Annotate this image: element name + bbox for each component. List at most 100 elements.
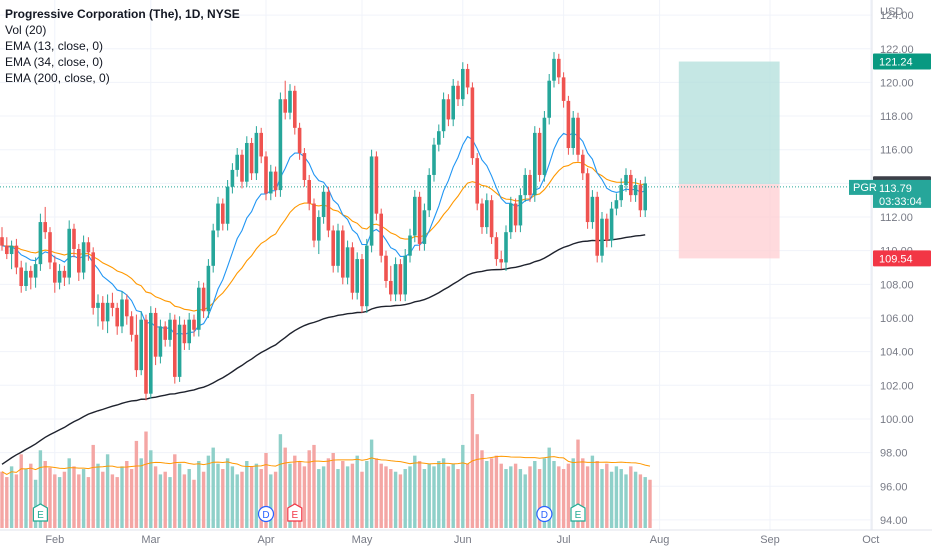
candle-body[interactable]	[43, 222, 47, 233]
candle-body[interactable]	[595, 196, 599, 256]
candle-body[interactable]	[235, 154, 239, 170]
candle-body[interactable]	[441, 99, 446, 132]
candle-body[interactable]	[33, 264, 38, 278]
candle-body[interactable]	[369, 156, 374, 246]
candle-body[interactable]	[158, 326, 163, 357]
candle-body[interactable]	[533, 132, 537, 196]
candle-body[interactable]	[504, 232, 508, 263]
candle-body[interactable]	[168, 319, 172, 340]
candle-body[interactable]	[413, 196, 417, 236]
candle-body[interactable]	[245, 142, 249, 182]
candle-body[interactable]	[590, 196, 595, 223]
candle-body[interactable]	[403, 255, 407, 295]
candle-body[interactable]	[393, 264, 398, 295]
candle-body[interactable]	[81, 242, 86, 273]
candle-body[interactable]	[187, 319, 191, 344]
candle-body[interactable]	[585, 173, 590, 223]
target-zone[interactable]	[678, 61, 780, 185]
candle-body[interactable]	[345, 247, 350, 278]
earnings-marker[interactable]: E	[287, 503, 303, 522]
candle-body[interactable]	[120, 299, 124, 327]
candle-body[interactable]	[163, 326, 167, 340]
candle-body[interactable]	[173, 319, 177, 377]
candle-body[interactable]	[365, 245, 369, 307]
candle-body[interactable]	[355, 259, 359, 293]
candle-body[interactable]	[197, 287, 201, 330]
candle-body[interactable]	[24, 270, 28, 287]
candle-body[interactable]	[326, 191, 331, 231]
candle-body[interactable]	[461, 68, 465, 100]
candle-body[interactable]	[624, 174, 628, 186]
candle-body[interactable]	[422, 210, 427, 244]
candle-body[interactable]	[427, 174, 431, 211]
candle-body[interactable]	[312, 203, 316, 241]
candle-body[interactable]	[77, 248, 81, 273]
candle-body[interactable]	[489, 200, 494, 238]
candle-body[interactable]	[437, 131, 441, 145]
candle-body[interactable]	[293, 90, 297, 128]
candle-body[interactable]	[398, 264, 403, 295]
candle-body[interactable]	[619, 185, 623, 201]
candle-body[interactable]	[297, 127, 302, 154]
candle-body[interactable]	[38, 222, 43, 265]
candle-body[interactable]	[101, 302, 105, 322]
candle-body[interactable]	[638, 185, 643, 211]
candle-body[interactable]	[269, 171, 273, 194]
candle-body[interactable]	[609, 208, 614, 241]
candle-body[interactable]	[216, 203, 220, 231]
candle-body[interactable]	[110, 302, 115, 308]
candle-body[interactable]	[336, 230, 340, 266]
candle-body[interactable]	[643, 183, 647, 211]
candle-body[interactable]	[48, 232, 52, 263]
earnings-marker[interactable]: E	[32, 503, 48, 522]
candle-body[interactable]	[67, 228, 71, 278]
candle-body[interactable]	[96, 302, 100, 308]
candle-body[interactable]	[86, 242, 91, 253]
candle-body[interactable]	[513, 203, 518, 226]
candle-body[interactable]	[581, 154, 585, 174]
price-axis[interactable]	[872, 0, 932, 550]
candle-body[interactable]	[57, 270, 62, 283]
candle-body[interactable]	[485, 200, 489, 228]
candle-body[interactable]	[552, 58, 556, 81]
candle-body[interactable]	[302, 153, 307, 180]
candle-body[interactable]	[53, 262, 57, 283]
candle-body[interactable]	[115, 307, 119, 327]
candle-body[interactable]	[259, 132, 263, 157]
candle-body[interactable]	[240, 154, 244, 182]
candle-body[interactable]	[225, 186, 230, 224]
candle-body[interactable]	[547, 80, 551, 118]
candle-body[interactable]	[379, 213, 383, 256]
candle-body[interactable]	[139, 319, 143, 371]
earnings-marker[interactable]: E	[570, 503, 586, 522]
dividend-marker[interactable]: D	[257, 505, 275, 523]
candle-body[interactable]	[153, 312, 158, 357]
candle-body[interactable]	[374, 156, 379, 214]
candle-body[interactable]	[542, 117, 547, 175]
candle-body[interactable]	[465, 68, 470, 88]
candle-body[interactable]	[211, 230, 215, 266]
candle-body[interactable]	[566, 100, 571, 149]
candle-body[interactable]	[475, 158, 479, 204]
candle-body[interactable]	[331, 230, 335, 266]
candle-body[interactable]	[480, 203, 484, 228]
candle-body[interactable]	[273, 171, 278, 191]
candle-body[interactable]	[91, 252, 95, 308]
candle-body[interactable]	[523, 174, 527, 196]
candle-body[interactable]	[105, 302, 110, 322]
candle-body[interactable]	[307, 180, 311, 204]
candle-body[interactable]	[509, 203, 513, 233]
candle-body[interactable]	[221, 203, 225, 224]
candle-body[interactable]	[230, 169, 235, 187]
candle-body[interactable]	[576, 117, 580, 155]
candle-body[interactable]	[192, 319, 196, 330]
dividend-marker[interactable]: D	[536, 505, 553, 523]
candle-body[interactable]	[494, 237, 499, 260]
candle-body[interactable]	[283, 99, 287, 113]
candle-body[interactable]	[561, 77, 566, 101]
candle-body[interactable]	[72, 228, 76, 249]
symbol-tag[interactable]: PGR	[849, 179, 877, 195]
candle-body[interactable]	[134, 334, 139, 371]
candle-body[interactable]	[62, 270, 67, 278]
candle-body[interactable]	[456, 85, 460, 100]
